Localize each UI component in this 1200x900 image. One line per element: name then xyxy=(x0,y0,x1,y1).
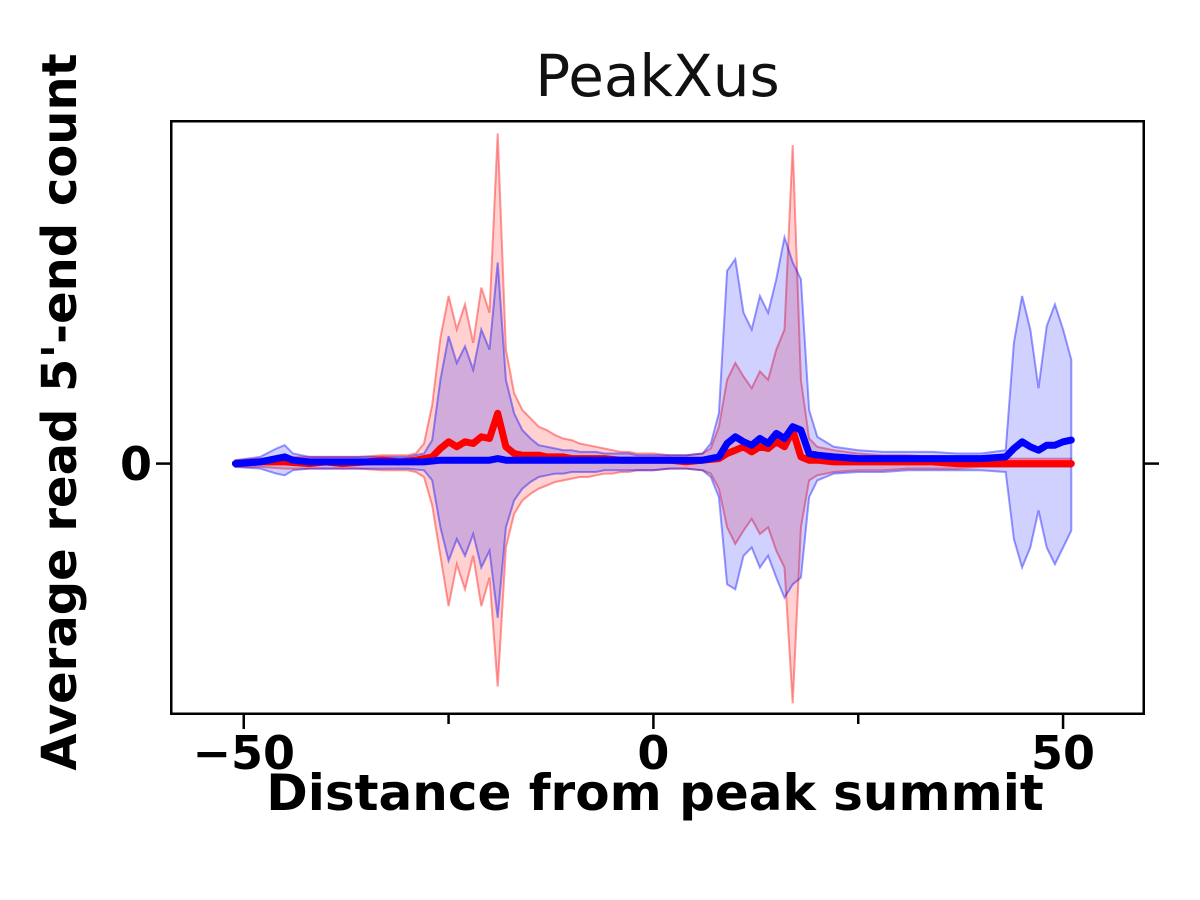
series-group xyxy=(232,133,1075,704)
x-tick-label: 50 xyxy=(1031,726,1096,780)
y-axis-label: Average read 5'-end count xyxy=(32,53,88,771)
plot-area xyxy=(156,120,1159,729)
x-tick-label: 0 xyxy=(637,726,670,780)
chart-title: PeakXus xyxy=(535,42,780,110)
band-blue-signal xyxy=(234,233,1073,618)
axes-frame xyxy=(170,120,1145,715)
band-red-signal xyxy=(234,133,1073,704)
line-blue-signal xyxy=(232,423,1075,468)
y-tick-label: 0 xyxy=(119,436,152,491)
x-axis-label: Distance from peak summit xyxy=(266,764,1044,822)
x-tick-label: −50 xyxy=(192,726,296,780)
